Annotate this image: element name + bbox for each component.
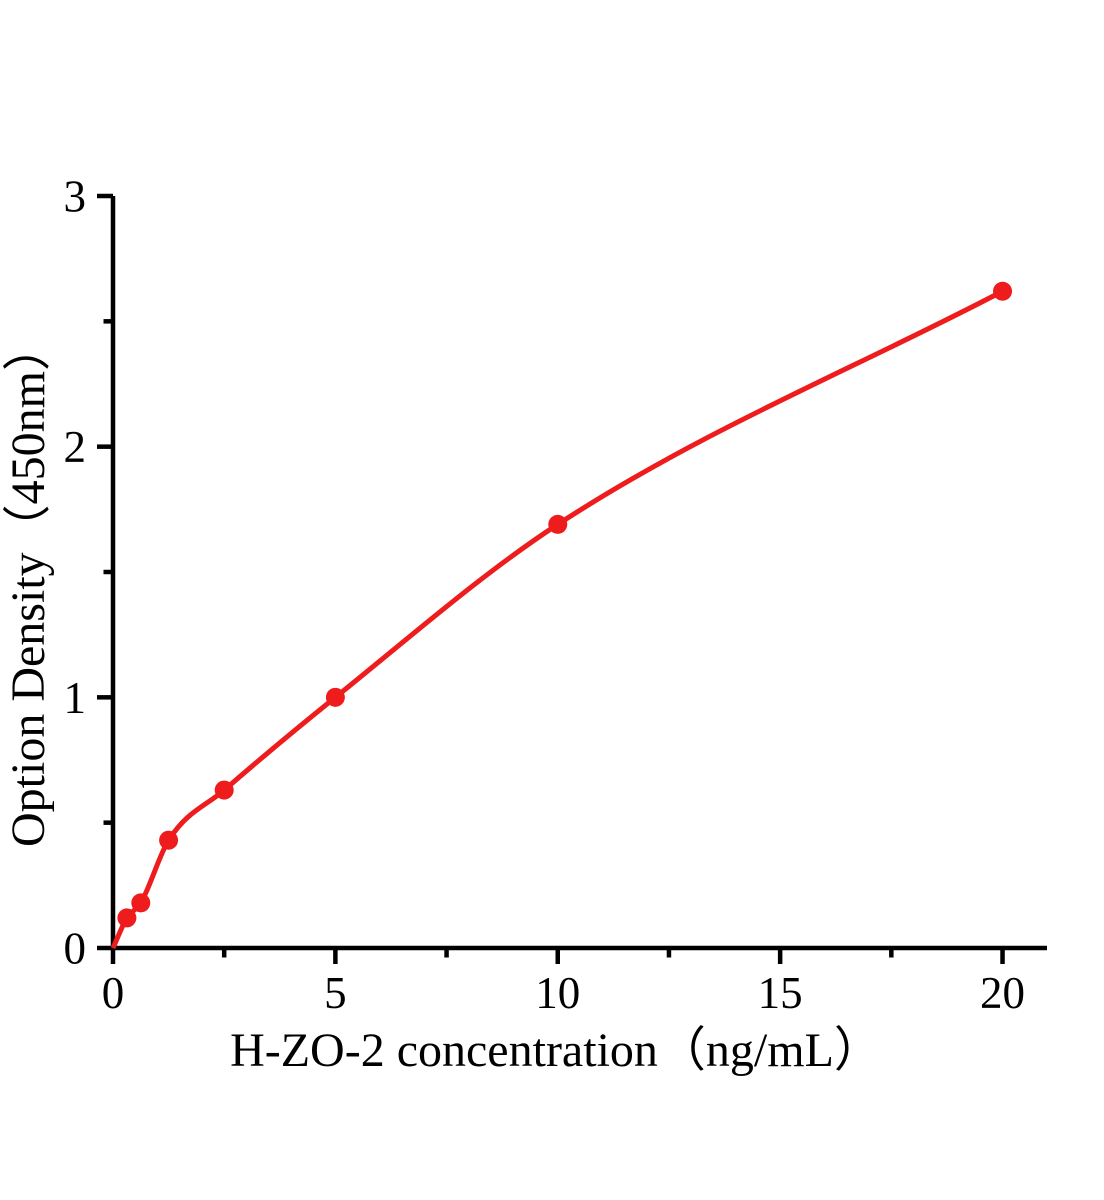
data-points-layer: [117, 281, 1013, 928]
fit-curve-layer: [110, 289, 1004, 950]
y-tick-label-2: 2: [64, 422, 87, 472]
y-tick-label-3: 3: [64, 172, 87, 222]
x-axis-title: H-ZO-2 concentration（ng/mL）: [230, 1024, 882, 1077]
axes: [110, 196, 1047, 951]
y-axis-title: Option Density（450nm）: [2, 323, 55, 847]
x-tick-label-15: 15: [758, 968, 803, 1018]
data-point-10: [548, 514, 568, 534]
tick-marks: [97, 193, 1005, 964]
data-point-1.25: [159, 830, 179, 850]
x-tick-label-0: 0: [102, 968, 125, 1018]
x-tick-label-5: 5: [324, 968, 347, 1018]
tick-labels: 0 5 10 15 20 0 1 2 3: [64, 172, 1026, 1019]
fit-curve: [110, 289, 1004, 950]
x-tick-label-20: 20: [980, 968, 1025, 1018]
data-point-5: [325, 687, 345, 707]
data-point-0.3125: [117, 908, 137, 928]
y-tick-label-0: 0: [64, 924, 87, 974]
data-point-2.5: [214, 780, 234, 800]
y-tick-label-1: 1: [64, 673, 87, 723]
data-point-20: [993, 281, 1013, 301]
x-tick-label-10: 10: [535, 968, 580, 1018]
data-point-0.625: [131, 893, 151, 913]
